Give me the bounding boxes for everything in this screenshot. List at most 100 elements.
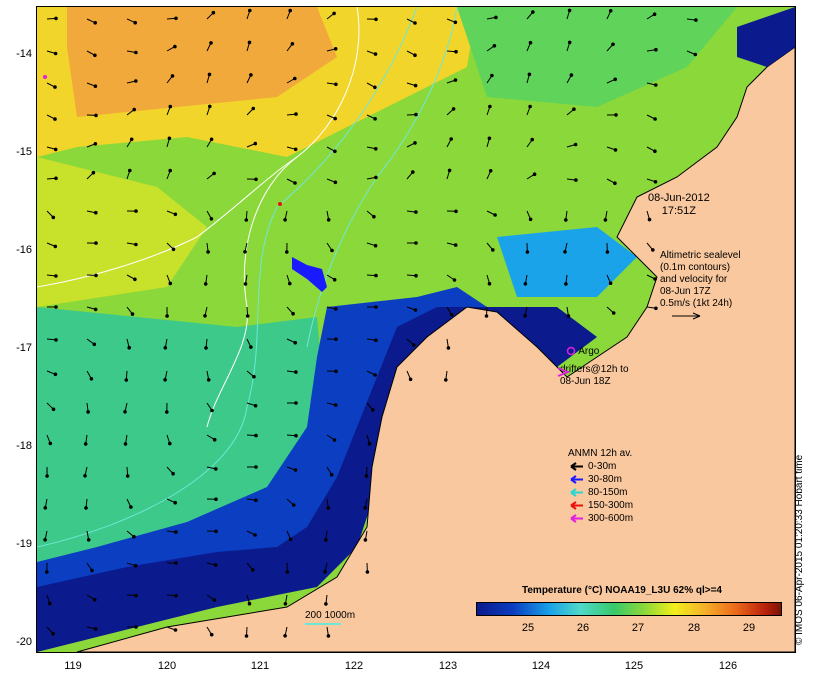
velocity-arrow-head [125, 474, 130, 478]
velocity-arrow-head [653, 277, 657, 281]
velocity-arrow-head [53, 117, 57, 121]
velocity-arrow-head [449, 312, 454, 317]
velocity-arrow-head [54, 274, 58, 278]
anmn-legend-label: 300-600m [588, 513, 634, 524]
velocity-arrow-head [365, 570, 370, 574]
velocity-arrow-head [168, 441, 172, 446]
velocity-arrow-head [334, 82, 338, 87]
velocity-arrow-head [165, 314, 169, 318]
velocity-arrow-head [528, 40, 533, 45]
velocity-arrow-head [411, 343, 416, 347]
velocity-arrow-head [453, 243, 458, 247]
velocity-arrow-head [54, 305, 58, 309]
velocity-arrow-head [528, 217, 533, 222]
velocity-arrow-head [134, 242, 138, 247]
velocity-arrow-head [45, 474, 49, 478]
velocity-arrow-head [525, 250, 530, 254]
velocity-arrow-head [168, 168, 172, 173]
anmn-legend-item: 30-80m [568, 473, 633, 486]
velocity-arrow-head [449, 137, 454, 141]
velocity-arrow-head [294, 112, 298, 116]
velocity-arrow-head [165, 410, 169, 414]
velocity-arrow-head [129, 137, 134, 142]
velocity-arrow-head [611, 311, 616, 315]
velocity-arrow-head [647, 217, 652, 222]
velocity-arrow-head [94, 273, 98, 278]
anmn-legend-rows: 0-30m 30-80m 80-150m 150-300m 300-600m [568, 460, 633, 525]
velocity-arrow-head [244, 634, 249, 638]
velocity-arrow-head [288, 537, 293, 542]
velocity-arrow-head [170, 74, 175, 78]
velocity-arrow-head [54, 338, 58, 342]
velocity-arrow-head [130, 312, 135, 316]
velocity-arrow-head [408, 377, 413, 382]
velocity-arrow-head [324, 538, 328, 542]
velocity-arrow-head [332, 438, 337, 442]
velocity-arrow-head [251, 106, 256, 111]
y-tick-label: -18 [16, 440, 32, 452]
velocity-arrow-head [173, 212, 178, 217]
velocity-arrow-head [244, 218, 249, 222]
colorbar-title: Temperature (°C) NOAA19_L3U 62% ql>=4 [522, 585, 722, 596]
velocity-arrow-head [249, 73, 253, 77]
velocity-arrow-head [91, 170, 96, 175]
velocity-arrow-head [569, 73, 574, 77]
arrow-left-icon [570, 501, 583, 510]
velocity-arrow-head [491, 248, 495, 252]
velocity-arrow-head [86, 538, 91, 542]
velocity-arrow-head [453, 78, 458, 82]
velocity-arrow-head [651, 248, 655, 252]
velocity-arrow-head [285, 570, 290, 574]
velocity-arrow-head [374, 338, 378, 343]
drifter-chevron-icon [557, 367, 570, 377]
velocity-arrow-head [254, 433, 258, 438]
sst-map-canvas [37, 7, 795, 652]
velocity-arrow-head [214, 467, 218, 471]
velocity-arrow-head [251, 568, 255, 572]
velocity-arrow-head [253, 533, 257, 537]
velocity-arrow-head [653, 180, 658, 184]
velocity-arrow-head [51, 631, 55, 636]
velocity-arrow-head [487, 136, 492, 141]
velocity-arrow-head [493, 213, 497, 217]
drifter-point [278, 202, 282, 206]
velocity-arrow-head [572, 107, 576, 111]
colorbar-tick: 28 [687, 622, 701, 634]
velocity-arrow-head [693, 52, 698, 57]
velocity-arrow-head [294, 433, 298, 438]
velocity-arrow-head [123, 410, 127, 414]
velocity-arrow-head [333, 403, 338, 407]
velocity-arrow-head [134, 79, 138, 83]
velocity-arrow-head [203, 282, 208, 286]
sst-map[interactable] [36, 6, 796, 653]
bathymetry-scale-label: 200 1000m [305, 610, 356, 621]
velocity-arrow-head [454, 209, 458, 214]
velocity-arrow-head [324, 602, 328, 606]
velocity-arrow-head [214, 529, 218, 534]
velocity-arrow-head [374, 273, 378, 278]
velocity-arrow-head [53, 372, 58, 377]
velocity-arrow-head [51, 407, 56, 412]
velocity-arrow-head [83, 474, 87, 478]
velocity-arrow-head [171, 471, 175, 476]
velocity-arrow-head [523, 314, 527, 318]
velocity-arrow-head [213, 563, 218, 567]
velocity-arrow-head [93, 307, 98, 312]
velocity-arrow-head [163, 378, 167, 382]
drifter-line: 08-Jun 18Z [560, 376, 611, 387]
velocity-arrow-head [132, 107, 136, 112]
velocity-arrow-head [209, 217, 214, 221]
velocity-arrow-head [214, 497, 218, 502]
velocity-arrow-head [92, 342, 97, 347]
sst-cold-northeast [737, 7, 795, 67]
velocity-arrow-head [283, 634, 287, 638]
velocity-arrow-head [211, 10, 216, 15]
velocity-arrow-head [48, 441, 53, 446]
velocity-arrow-head [613, 148, 618, 152]
velocity-arrow-head [94, 241, 98, 245]
velocity-arrow-head [129, 505, 133, 509]
velocity-arrow-head [243, 282, 248, 286]
velocity-arrow-head [373, 117, 377, 121]
velocity-arrow-head [411, 170, 415, 174]
velocity-arrow-head [283, 218, 287, 222]
